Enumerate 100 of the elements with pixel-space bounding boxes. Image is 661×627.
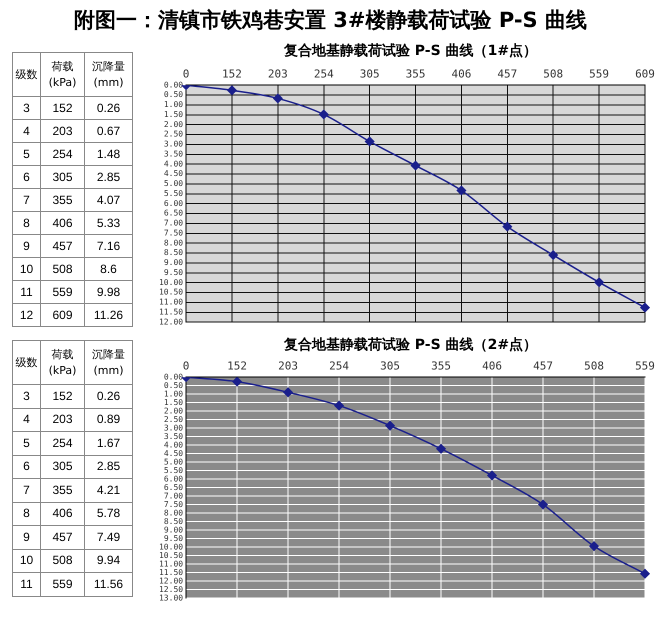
chart-subtitle: 复合地基静载荷试验 P-S 曲线（1#点） [282,42,538,60]
y-tick-label: 6.50 [164,482,184,492]
x-tick-label: 254 [329,359,350,372]
text: 6 [12,166,40,188]
y-tick-label: 7.50 [164,228,184,238]
category-label: 406 [52,506,73,520]
point [334,400,344,410]
y-tick-label: 7.00 [164,218,184,228]
text: 沉降量 (mm) [84,52,132,96]
y-tick-label: 8.50 [164,248,184,258]
point [487,470,497,480]
x-tick-label: 508 [543,67,564,80]
text: 3 [12,96,40,120]
text: 荷载 (kPa) [40,340,84,384]
point [385,420,395,430]
y-tick-label: 5.50 [164,188,184,198]
y-tick-label: 1.00 [164,389,184,398]
y-tick-label: 9.50 [164,268,184,277]
y-tick-label: 5.50 [164,466,184,475]
y-tick-label: 12.00 [158,576,184,586]
y-tick-label: 10.00 [158,542,184,552]
y-tick-label: 12.50 [158,584,184,594]
text: 9.94 [96,553,120,568]
chart-title: 复合地基静载荷试验 P-S 曲线（2#点） [282,336,538,354]
text: 级数 [12,340,40,384]
category-label: 457 [52,238,73,252]
text: 荷载 (kPa) [40,52,84,96]
text: 8.6 [100,262,117,276]
y-tick-label: 7.00 [164,491,184,500]
text: 3 [12,384,40,408]
y-tick-label: 12.00 [158,317,184,326]
y-tick-label: 10.50 [158,550,184,560]
y-tick-label: 6.00 [164,198,184,208]
y-tick-label: 3.50 [164,432,184,441]
text: 1.67 [96,436,120,450]
x-tick-label: 0 [182,67,190,80]
x-tick-label: 305 [380,359,400,372]
y-tick-label: 8.50 [164,516,184,526]
y-tick-label: 6.00 [164,474,184,484]
text: 0.89 [96,412,120,426]
text: 2.85 [96,170,120,184]
text: 0.67 [96,124,120,138]
x-tick-label: 152 [222,67,242,80]
y-tick-label: 0.50 [164,380,184,390]
y-tick-label: 13.00 [158,593,184,602]
category-label: 457 [52,530,73,544]
y-tick-label: 2.00 [164,406,184,416]
text: 4.07 [96,192,120,206]
y-tick-label: 3.00 [164,423,184,432]
text: 4 [12,120,40,142]
category-label: 406 [52,216,73,230]
text: 0.26 [96,100,120,114]
y-tick-label: 1.00 [164,100,184,110]
category-label: 559 [52,576,73,591]
text: 8 [12,502,40,526]
text: 10 [12,258,40,280]
text: 0.26 [96,388,120,403]
y-tick-label: 7.50 [164,500,184,509]
y-tick-label: 3.00 [164,140,184,149]
text: 9.98 [96,284,120,298]
point [436,444,446,454]
y-tick-label: 11.00 [158,559,184,568]
x-tick-label: 203 [278,359,298,372]
y-tick-label: 9.00 [164,258,184,268]
y-tick-label: 5.00 [164,457,184,466]
text: 4.21 [96,482,120,497]
y-tick-label: 9.50 [164,534,184,543]
x-tick-label: 152 [227,359,248,372]
text: 10 [12,549,40,572]
text: 沉降量 (mm) [84,340,132,384]
text: 级数 [12,52,40,96]
category-label: 254 [52,146,73,160]
text: 7.49 [96,530,120,544]
text: 11 [12,280,40,304]
x-tick-label: 559 [589,67,610,80]
category-label: 508 [52,553,73,568]
y-tick-label: 6.50 [164,208,184,218]
y-tick-label: 4.00 [164,159,184,168]
text: 11.26 [94,308,124,322]
y-tick-label: 0.00 [164,372,184,382]
x-tick-label: 0 [182,359,190,372]
category-label: 254 [52,436,73,450]
y-tick-label: 11.00 [158,298,184,307]
chart-title: 附图一：清镇市铁鸡巷安置 3#楼静载荷试验 P-S 曲线 [72,7,588,34]
x-tick-label: 457 [497,67,518,80]
category-label: 203 [52,124,73,138]
text: 8 [12,212,40,234]
text: 5.78 [96,506,120,520]
text: 1.48 [96,146,120,160]
x-tick-label: 254 [314,67,334,80]
category-label: 355 [52,482,73,497]
y-tick-label: 0.50 [164,90,184,100]
y-tick-label: 2.50 [164,130,184,139]
text: 7 [12,478,40,502]
x-tick-label: 609 [635,67,655,80]
y-tick-label: 8.00 [164,238,184,248]
text: 5.33 [96,216,120,230]
point [232,377,242,386]
text: 7 [12,188,40,212]
y-tick-label: 4.00 [164,440,184,450]
